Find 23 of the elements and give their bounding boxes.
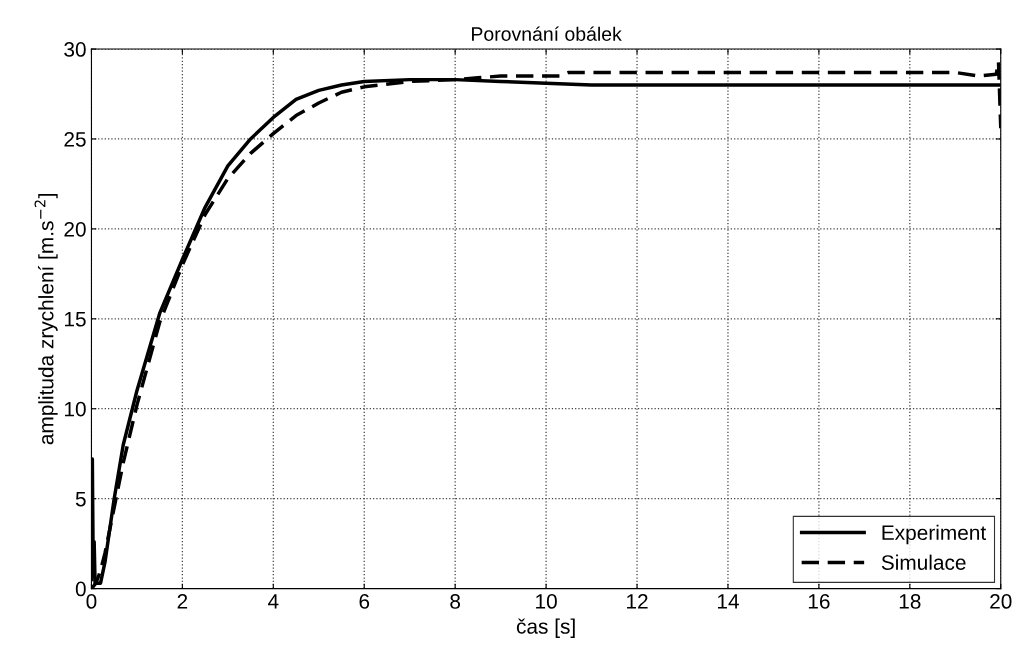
legend-label: Simulace [881, 554, 966, 570]
x-axis-title: čas [s] [516, 618, 575, 638]
x-tick-label: 12 [627, 594, 648, 609]
y-tick-label: 0 [75, 581, 86, 597]
y-axis-title: amplituda zrychlení [m.s$^{−2}$] [34, 193, 58, 445]
x-tick-label: 8 [450, 594, 461, 609]
chart-title: Porovnání obálek [472, 26, 622, 41]
y-tick-label: 5 [75, 491, 86, 507]
y-tick-label: 25 [64, 131, 86, 147]
y-tick-label: 20 [64, 221, 86, 237]
x-tick-label: 20 [990, 594, 1012, 609]
y-tick-label: 15 [65, 312, 86, 327]
legend-label: Experiment [882, 524, 987, 545]
x-tick-label: 10 [536, 594, 557, 609]
y-tick-label: 30 [64, 42, 86, 57]
x-tick-label: 16 [808, 594, 830, 609]
x-tick-label: 6 [359, 594, 370, 609]
x-tick-label: 0 [86, 594, 97, 609]
x-tick-label: 4 [267, 594, 279, 609]
x-tick-label: 14 [717, 594, 739, 609]
y-tick-label: 10 [65, 401, 86, 417]
x-tick-label: 18 [899, 594, 921, 609]
x-tick-label: 2 [177, 594, 188, 609]
